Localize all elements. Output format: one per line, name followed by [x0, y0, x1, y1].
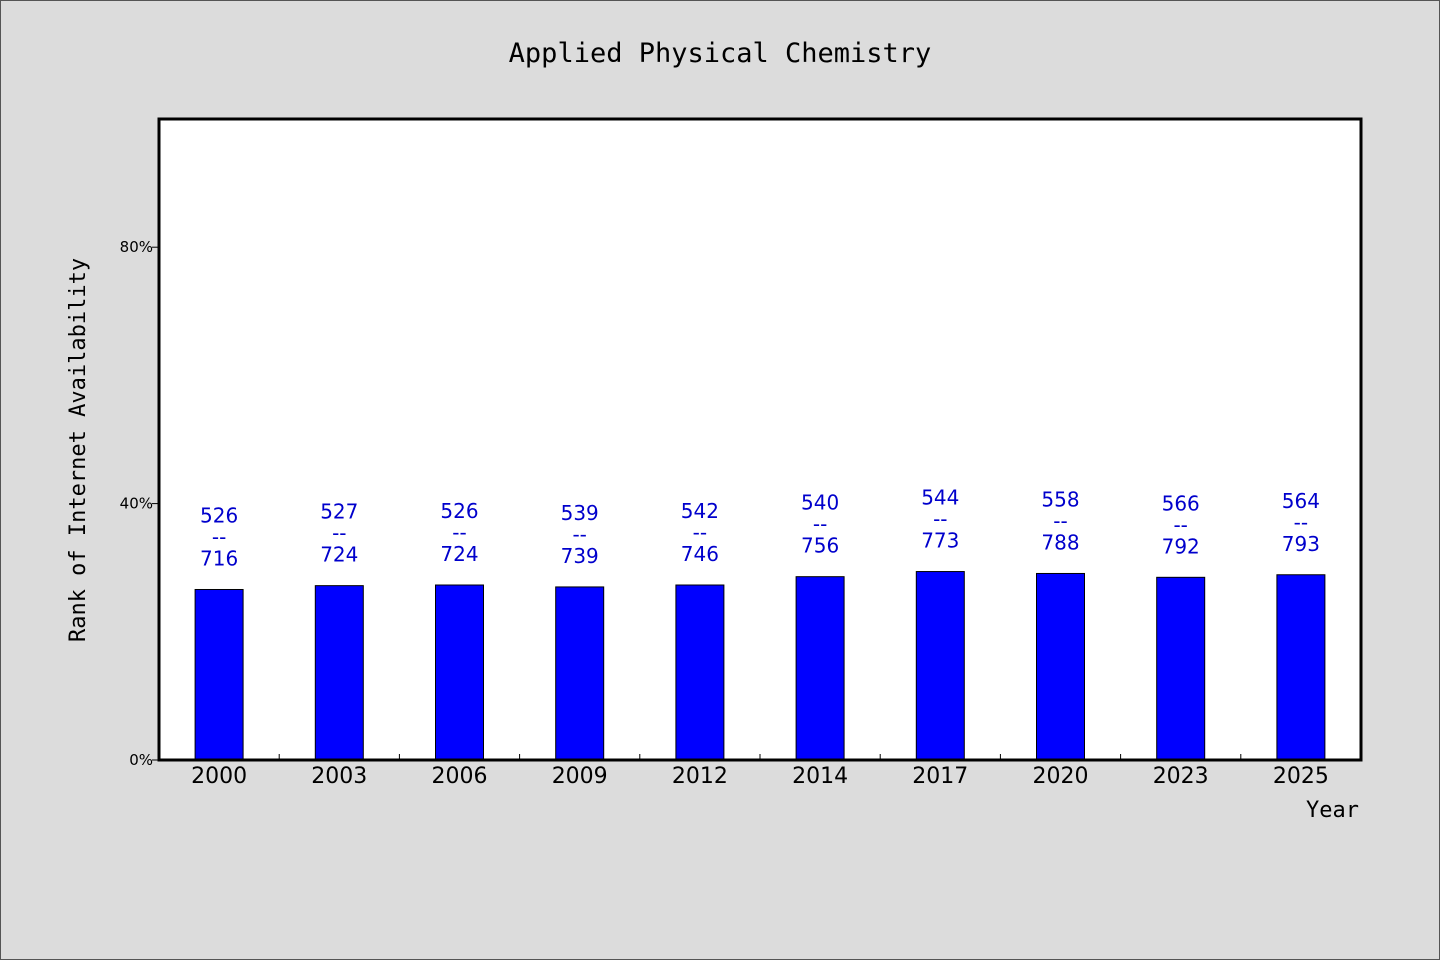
- x-tick-label-2025: 2025: [1273, 764, 1329, 789]
- data-label-2025-0: 564: [1282, 489, 1320, 513]
- data-label-2025-1: --: [1294, 510, 1308, 534]
- x-tick-label-2017: 2017: [912, 764, 968, 789]
- x-tick-label-2012: 2012: [672, 764, 728, 789]
- bar-2017: [915, 571, 965, 761]
- data-label-2003-2: 724: [320, 543, 358, 567]
- bar-2014: [795, 576, 845, 761]
- data-label-2025-2: 793: [1282, 532, 1320, 556]
- plot-border: [157, 117, 1363, 762]
- chart-title: Applied Physical Chemistry: [509, 38, 932, 69]
- data-label-2006-2: 724: [440, 542, 478, 566]
- data-label-2023-0: 566: [1162, 491, 1200, 515]
- x-tick-label-2003: 2003: [311, 764, 367, 789]
- data-label-2003-0: 527: [320, 500, 358, 524]
- data-label-2014-0: 540: [801, 491, 839, 515]
- bar-2009: [555, 586, 605, 761]
- x-tick-label-2020: 2020: [1033, 764, 1089, 789]
- bar-2023: [1156, 576, 1206, 761]
- data-label-2009-2: 739: [561, 544, 599, 568]
- data-label-2017-1: --: [933, 507, 947, 531]
- x-tick-label-2006: 2006: [432, 764, 488, 789]
- data-labels-layer: 526--716527--724526--724539--739542--746…: [200, 486, 1320, 571]
- bar-2020: [1036, 572, 1085, 761]
- bars-layer: [194, 571, 1326, 761]
- x-tick-label-2009: 2009: [552, 764, 608, 789]
- data-label-2009-1: --: [572, 522, 586, 546]
- data-label-2009-0: 539: [561, 501, 599, 525]
- y-tick-label-40: 40%: [120, 495, 153, 513]
- data-label-2017-0: 544: [921, 486, 959, 510]
- data-label-2017-2: 773: [921, 529, 959, 553]
- x-tick-label-2023: 2023: [1153, 764, 1209, 789]
- data-label-2012-1: --: [693, 521, 707, 545]
- bar-2000: [194, 588, 244, 761]
- y-axis-label: Rank of Internet Availability: [66, 258, 91, 642]
- data-label-2014-2: 756: [801, 534, 839, 558]
- bar-2003: [314, 585, 364, 761]
- bar-2012: [675, 584, 725, 761]
- data-label-2000-2: 716: [200, 546, 238, 570]
- bar-2006: [435, 584, 484, 761]
- data-label-2012-2: 746: [681, 542, 719, 566]
- y-tick-label-0: 0%: [129, 751, 153, 769]
- data-label-2006-1: --: [452, 521, 466, 545]
- data-label-2020-1: --: [1053, 509, 1067, 533]
- x-tick-label-2014: 2014: [792, 764, 848, 789]
- data-label-2023-2: 792: [1162, 534, 1200, 558]
- data-label-2020-2: 788: [1041, 530, 1079, 554]
- data-label-2012-0: 542: [681, 499, 719, 523]
- data-label-2023-1: --: [1173, 513, 1187, 537]
- x-axis-label: Year: [1306, 798, 1359, 823]
- y-axis: 0% 40% 80%: [120, 238, 159, 769]
- bar-2025: [1276, 574, 1326, 761]
- data-label-2014-1: --: [813, 512, 827, 536]
- x-tick-label-2000: 2000: [191, 764, 247, 789]
- x-axis: 2000 2003 2006 2009 2012 2014 2017 2020 2023 2025: [191, 754, 1329, 789]
- data-label-2000-0: 526: [200, 503, 238, 527]
- data-label-2006-0: 526: [440, 499, 478, 523]
- data-label-2003-1: --: [332, 521, 346, 545]
- data-label-2020-0: 558: [1041, 487, 1079, 511]
- data-label-2000-1: --: [212, 525, 226, 549]
- y-tick-label-80: 80%: [120, 238, 153, 256]
